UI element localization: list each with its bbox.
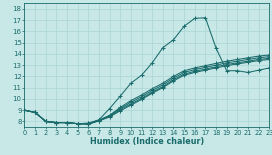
X-axis label: Humidex (Indice chaleur): Humidex (Indice chaleur) (90, 137, 204, 146)
